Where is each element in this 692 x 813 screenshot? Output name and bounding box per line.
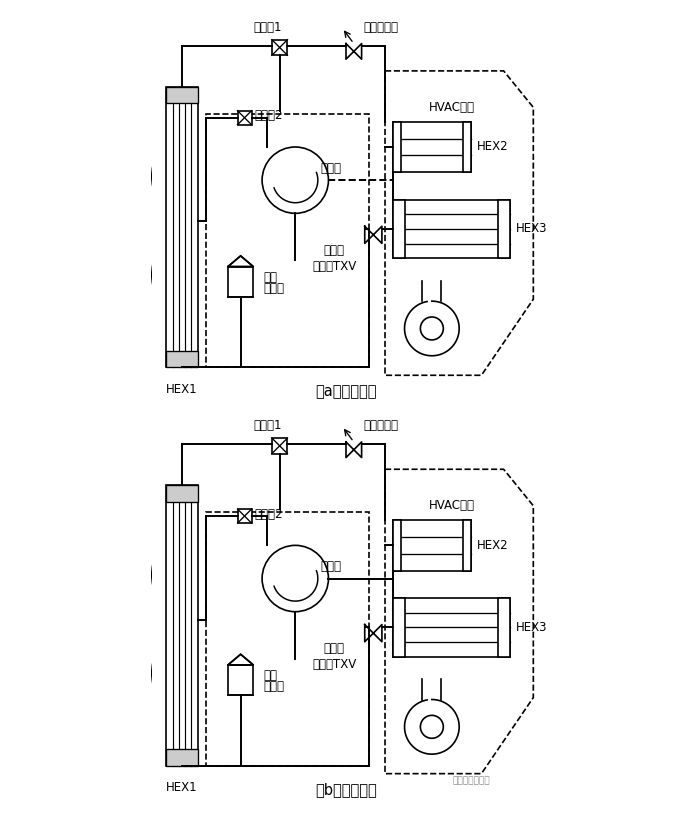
Polygon shape [228,256,253,267]
Circle shape [420,715,444,738]
Bar [237,509,252,523]
Circle shape [420,317,444,340]
Text: 气液: 气液 [264,271,277,284]
Ellipse shape [125,167,150,212]
Text: 气液: 气液 [264,669,277,682]
Polygon shape [365,226,382,243]
Polygon shape [346,442,362,458]
Ellipse shape [125,663,150,709]
Text: 电子膨胀阀: 电子膨胀阀 [363,21,399,34]
Bar [498,200,510,259]
Text: （b）制热模式: （b）制热模式 [315,782,377,797]
Text: 功能的TXV: 功能的TXV [312,658,356,671]
Bar [393,122,401,172]
Bar [206,512,370,766]
Text: 电磁阀2: 电磁阀2 [254,507,283,520]
Circle shape [262,147,329,213]
Polygon shape [228,654,253,665]
Text: 带截止: 带截止 [324,642,345,655]
Text: HEX1: HEX1 [166,383,198,396]
Text: （a）制冷模式: （a）制冷模式 [316,384,376,398]
Text: 分离器: 分离器 [264,680,284,693]
Bar [167,86,198,367]
Ellipse shape [125,239,150,285]
Text: 汽车热管理之家: 汽车热管理之家 [452,776,490,785]
Bar [272,438,287,454]
Bar [206,114,370,367]
Bar [498,598,510,657]
Bar [167,86,198,103]
Text: 功能的TXV: 功能的TXV [312,259,356,272]
Bar [393,200,510,259]
Bar [393,598,510,657]
Ellipse shape [125,539,150,585]
Bar [228,665,253,695]
Polygon shape [346,44,362,59]
Bar [463,520,471,571]
Text: HEX3: HEX3 [516,621,547,634]
Text: HVAC总成: HVAC总成 [429,499,475,512]
Bar [228,267,253,297]
Text: 电子膨胀阀: 电子膨胀阀 [363,420,399,433]
Bar [167,749,198,766]
Bar [272,40,287,55]
Text: 带截止: 带截止 [324,244,345,257]
Text: 电磁阀1: 电磁阀1 [254,420,282,433]
Text: HEX2: HEX2 [477,539,509,552]
Polygon shape [365,624,382,641]
Bar [393,520,471,571]
Bar [393,122,471,172]
Ellipse shape [125,637,150,683]
Bar [237,111,252,124]
Text: 电磁阀2: 电磁阀2 [254,109,283,122]
Bar [393,598,405,657]
Bar [393,200,405,259]
Text: HVAC总成: HVAC总成 [429,101,475,114]
Bar [167,350,198,367]
Bar [393,520,401,571]
Bar [167,485,198,766]
Text: HEX2: HEX2 [477,141,509,154]
Text: 压缩机: 压缩机 [320,162,341,175]
Bar [167,485,198,502]
Text: 分离器: 分离器 [264,281,284,294]
Text: HEX1: HEX1 [166,781,198,794]
Text: 压缩机: 压缩机 [320,560,341,573]
Text: HEX3: HEX3 [516,223,547,236]
Ellipse shape [125,565,150,611]
Text: 电磁阀1: 电磁阀1 [254,21,282,34]
Bar [463,122,471,172]
Ellipse shape [125,141,150,186]
Circle shape [262,546,329,611]
Ellipse shape [125,265,150,311]
